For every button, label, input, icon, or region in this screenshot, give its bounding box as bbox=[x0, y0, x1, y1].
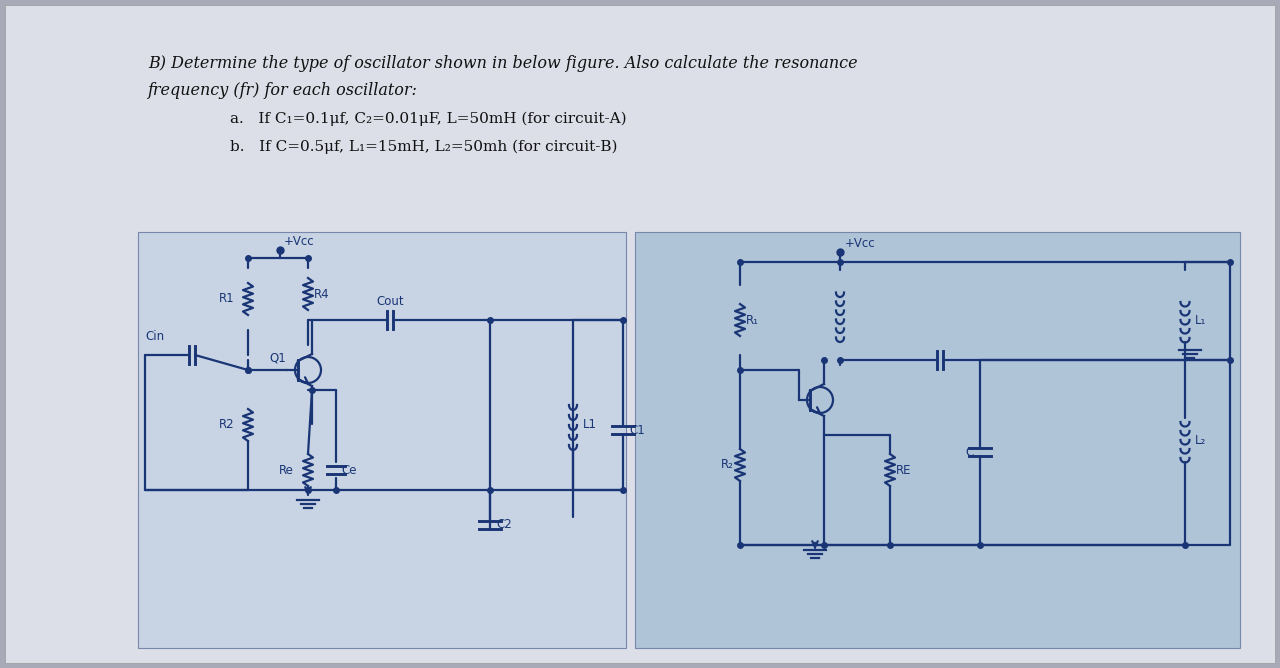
Text: a.   If C₁=0.1μf, C₂=0.01μF, L=50mH (for circuit-A): a. If C₁=0.1μf, C₂=0.01μF, L=50mH (for c… bbox=[230, 112, 627, 126]
Bar bbox=[138, 232, 626, 648]
Text: Re: Re bbox=[279, 464, 294, 476]
Text: +Vcc: +Vcc bbox=[845, 237, 876, 250]
Text: R₁: R₁ bbox=[746, 313, 759, 327]
Text: R2: R2 bbox=[219, 418, 234, 432]
Text: Q1: Q1 bbox=[269, 351, 285, 365]
Text: frequency (fr) for each oscillator:: frequency (fr) for each oscillator: bbox=[148, 82, 417, 99]
Text: R4: R4 bbox=[314, 287, 330, 301]
Text: Ce: Ce bbox=[340, 464, 357, 476]
Text: RE: RE bbox=[896, 464, 911, 476]
Text: R₂: R₂ bbox=[721, 458, 733, 472]
Text: B) Determine the type of oscillator shown in below figure. Also calculate the re: B) Determine the type of oscillator show… bbox=[148, 55, 858, 72]
Text: b.   If C=0.5μf, L₁=15mH, L₂=50mh (for circuit-B): b. If C=0.5μf, L₁=15mH, L₂=50mh (for cir… bbox=[230, 140, 617, 154]
Bar bbox=[635, 232, 1240, 648]
Text: C1: C1 bbox=[628, 424, 645, 436]
Text: C: C bbox=[965, 446, 974, 458]
Text: Cout: Cout bbox=[376, 295, 403, 308]
Text: Cin: Cin bbox=[145, 330, 164, 343]
Text: L1: L1 bbox=[582, 418, 596, 432]
Text: L₂: L₂ bbox=[1196, 434, 1206, 446]
Text: R1: R1 bbox=[219, 293, 234, 305]
Text: L₁: L₁ bbox=[1196, 313, 1206, 327]
Text: +Vcc: +Vcc bbox=[284, 235, 315, 248]
Text: C2: C2 bbox=[497, 518, 512, 532]
